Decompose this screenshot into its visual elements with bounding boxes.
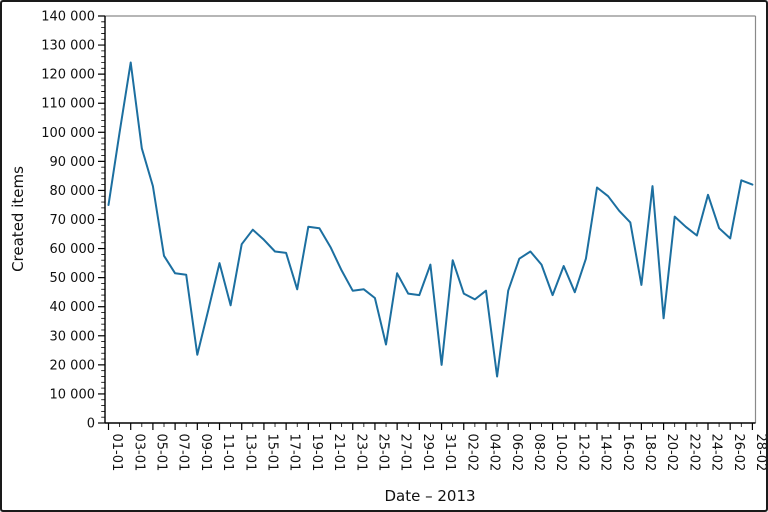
x-tick-label: 02-02 — [464, 434, 479, 472]
x-tick-label: 10-02 — [553, 434, 568, 472]
x-tick-label: 28-02 — [753, 434, 768, 472]
y-tick-label: 100 000 — [41, 126, 95, 141]
y-tick-label: 110 000 — [41, 97, 95, 112]
x-tick-label: 19-01 — [309, 434, 324, 472]
y-tick-label: 30 000 — [50, 329, 96, 344]
x-tick-label: 21-01 — [331, 434, 346, 472]
x-axis-label: Date – 2013 — [384, 487, 475, 505]
x-tick-label: 03-01 — [131, 434, 146, 472]
x-tick-label: 16-02 — [620, 434, 635, 472]
y-tick-label: 20 000 — [50, 358, 96, 373]
x-tick-label: 01-01 — [109, 434, 124, 472]
x-tick-label: 04-02 — [487, 434, 502, 472]
y-tick-label: 140 000 — [41, 10, 95, 25]
x-tick-label: 08-02 — [531, 434, 546, 472]
x-tick-label: 09-01 — [198, 434, 213, 472]
y-tick-label: 60 000 — [50, 242, 96, 257]
y-tick-label: 40 000 — [50, 300, 96, 315]
x-tick-label: 24-02 — [709, 434, 724, 472]
y-tick-label: 90 000 — [50, 155, 96, 170]
x-tick-label: 17-01 — [287, 434, 302, 472]
y-tick-label: 70 000 — [50, 213, 96, 228]
x-tick-label: 06-02 — [509, 434, 524, 472]
x-tick-label: 23-01 — [353, 434, 368, 472]
x-tick-label: 15-01 — [265, 434, 280, 472]
y-axis-label: Created items — [9, 166, 27, 272]
x-tick-label: 26-02 — [731, 434, 746, 472]
y-tick-label: 120 000 — [41, 68, 95, 83]
x-tick-label: 12-02 — [575, 434, 590, 472]
x-tick-label: 05-01 — [154, 434, 169, 472]
x-tick-label: 11-01 — [220, 434, 235, 472]
x-tick-label: 13-01 — [242, 434, 257, 472]
y-tick-label: 10 000 — [50, 387, 96, 402]
x-tick-label: 29-01 — [420, 434, 435, 472]
y-tick-label: 0 — [87, 417, 95, 432]
y-tick-label: 50 000 — [50, 271, 96, 286]
x-tick-label: 31-01 — [442, 434, 457, 472]
x-tick-label: 25-01 — [376, 434, 391, 472]
x-tick-label: 14-02 — [598, 434, 613, 472]
x-tick-label: 27-01 — [398, 434, 413, 472]
created-items-series-line — [107, 61, 754, 378]
x-tick-label: 18-02 — [642, 434, 657, 472]
x-tick-label: 22-02 — [686, 434, 701, 472]
x-tick-label: 07-01 — [176, 434, 191, 472]
y-tick-label: 130 000 — [41, 39, 95, 54]
x-tick-label: 20-02 — [664, 434, 679, 472]
y-tick-label: 80 000 — [50, 184, 96, 199]
